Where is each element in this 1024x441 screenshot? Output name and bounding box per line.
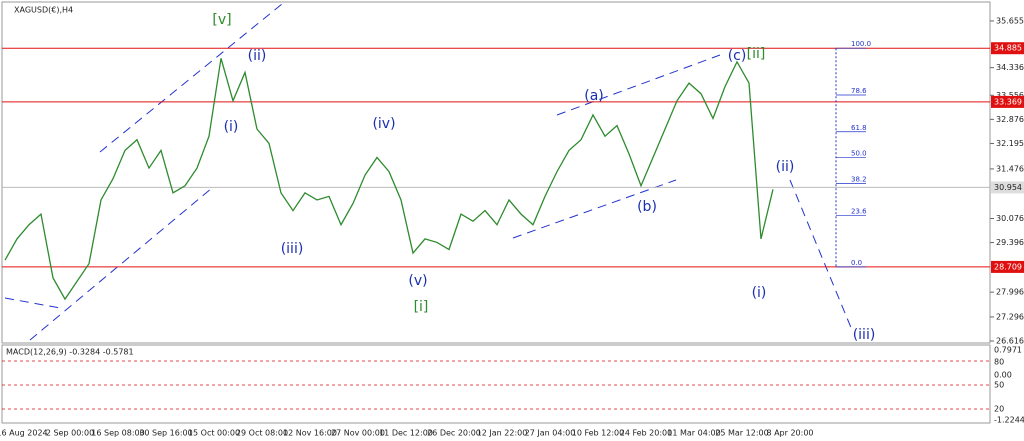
level-label: 28.709 [994,262,1022,271]
y-tick-label: 31.476 [996,164,1024,173]
wave-label: (ii) [248,48,267,64]
x-tick-label: 12 Nov 16:00 [283,429,337,438]
chart-title: XAGUSD(€),H4 [14,6,73,15]
main-panel [1,1,991,344]
x-tick-label: 11 Mar 04:00 [667,429,720,438]
level-box [991,42,1024,55]
x-tick-label: 25 Mar 12:00 [715,429,768,438]
y-tick-label: 32.876 [996,115,1024,124]
fib-label: 61.8 [851,124,867,132]
fib-label: 38.2 [851,175,867,183]
macd-axis-label: -1.2244 [994,416,1024,425]
x-tick-label: 16 Sep 08:00 [91,429,144,438]
wave-label: [i] [414,299,429,315]
macd-axis-label: 50 [994,381,1004,390]
macd-axis-label: 80 [994,358,1004,367]
y-tick-label: 35.655 [996,16,1024,25]
y-tick-label: 29.396 [996,238,1024,247]
x-tick-label: 8 Apr 20:00 [766,429,813,438]
channel-lines [4,3,853,341]
level-label: 34.885 [994,44,1022,53]
y-tick-label: 32.195 [996,139,1024,148]
x-tick-label: 11 Dec 12:00 [379,429,433,438]
wave-label: (i) [752,285,767,301]
y-tick-label: 30.076 [996,214,1024,223]
current-price-box [991,181,1024,194]
y-tick-label: 27.996 [996,288,1024,297]
x-tick-label: 24 Feb 20:00 [620,429,672,438]
price-line [4,58,774,301]
macd-axis-label: 20 [994,405,1004,414]
wave-label: (a) [584,88,604,104]
x-tick-label: 12 Jan 22:00 [477,429,528,438]
x-tick-label: 2 Sep 00:00 [46,429,94,438]
wave-label: (iv) [372,116,395,132]
y-tick-label: 33.556 [996,91,1024,100]
wave-label: (iii) [853,327,876,343]
level-box [991,260,1024,273]
macd-axis-label: 0.7971 [994,346,1022,355]
macd-axis-label: 0.00 [994,371,1012,380]
wave-label: (c) [728,48,747,64]
y-tick-label: 26.616 [996,337,1024,346]
wave-label: (iii) [281,241,304,257]
wave-label: (i) [224,119,239,135]
fib-label: 78.6 [851,87,867,95]
level-box [991,95,1024,108]
fib-label: 100.0 [851,40,871,48]
macd-panel [1,344,991,424]
x-tick-label: 27 Nov 00:00 [331,429,385,438]
wave-label: [ii] [747,46,766,62]
wave-label: (v) [408,273,427,289]
x-tick-label: 27 Jan 04:00 [525,429,576,438]
wave-label: (b) [637,199,657,215]
wave-label: [v] [212,12,231,28]
x-tick-label: 26 Dec 20:00 [427,429,481,438]
x-tick-label: 29 Oct 08:00 [236,429,288,438]
x-tick-label: 30 Sep 16:00 [139,429,192,438]
y-tick-label: 27.296 [996,312,1024,321]
macd-label: MACD(12,26,9) -0.3284 -0.5781 [6,348,134,357]
x-tick-label: 10 Feb 12:00 [572,429,624,438]
wave-label: (ii) [776,159,795,175]
x-tick-label: 15 Oct 00:00 [188,429,240,438]
fib-label: 23.6 [851,207,867,215]
fib-label: 50.0 [851,150,867,158]
current-price-label: 30.954 [994,183,1022,192]
y-tick-label: 34.336 [996,63,1024,72]
level-label: 33.369 [994,97,1022,106]
x-tick-label: 16 Aug 2024 [0,429,48,438]
fib-label: 0.0 [851,259,862,267]
